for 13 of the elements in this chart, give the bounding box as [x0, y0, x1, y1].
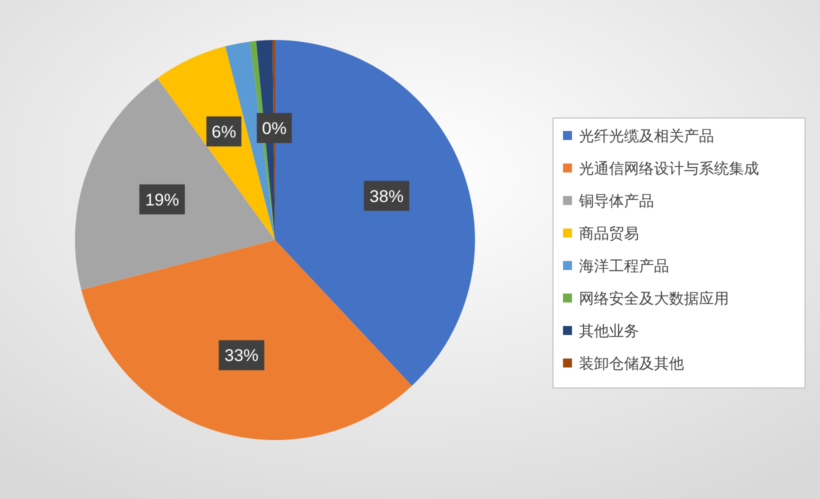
- data-label: 6%: [212, 122, 236, 142]
- data-label: 38%: [370, 186, 404, 206]
- legend-label: 海洋工程产品: [579, 257, 669, 275]
- legend-label: 其他业务: [579, 322, 639, 340]
- data-label: 0%: [262, 119, 287, 138]
- legend-label: 铜导体产品: [578, 192, 654, 210]
- legend-label: 光通信网络设计与系统集成: [579, 160, 759, 178]
- data-label: 33%: [224, 346, 259, 366]
- legend-label: 装卸仓储及其他: [579, 354, 684, 372]
- legend-label: 光纤光缆及相关产品: [579, 127, 714, 145]
- legend-label: 网络安全及大数据应用: [579, 290, 729, 308]
- legend-label: 商品贸易: [579, 224, 639, 242]
- data-label: 19%: [145, 190, 180, 210]
